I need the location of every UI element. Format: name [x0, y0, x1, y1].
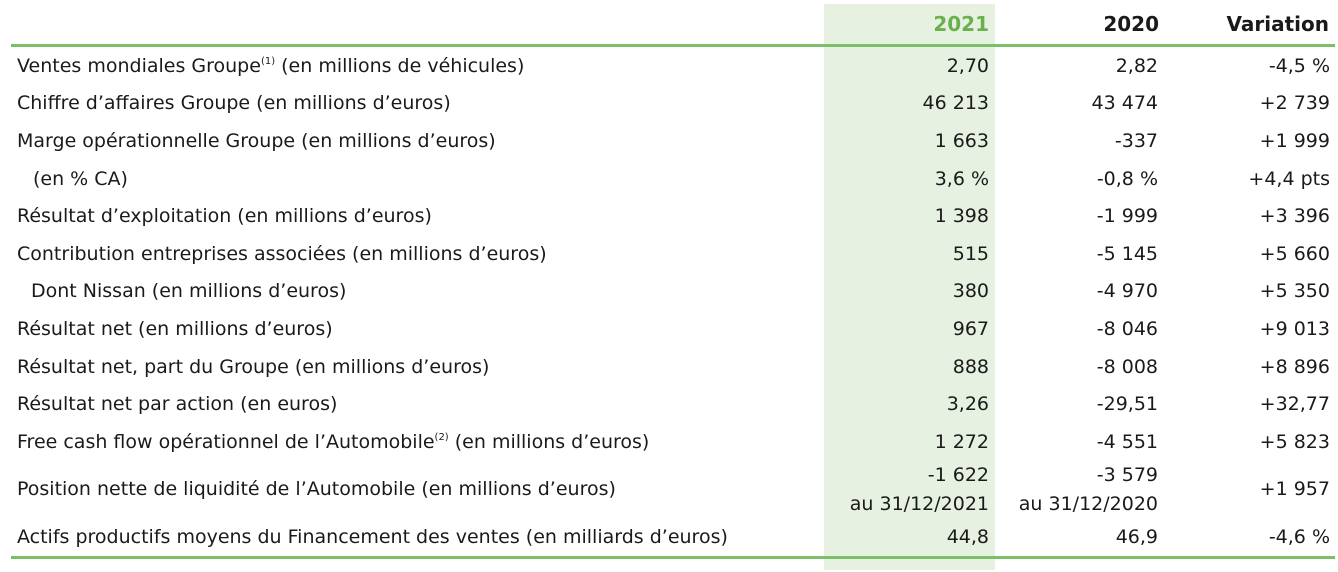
value-variation: +8 896	[1259, 355, 1330, 378]
row-label: Contribution entreprises associées (en m…	[17, 242, 547, 265]
value-2021: 3,26	[946, 393, 989, 416]
column-2021-highlight	[824, 4, 995, 570]
value-2021-date: au 31/12/2021	[849, 492, 989, 515]
table-row: Chiffre d’affaires Groupe (en millions d…	[11, 85, 1335, 123]
value-variation: +1 957	[1259, 478, 1330, 501]
footnote-ref: (1)	[260, 55, 276, 67]
row-label: Résultat net, part du Groupe (en million…	[17, 355, 490, 378]
table-row: Résultat net (en millions d’euros) 967 -…	[11, 310, 1335, 348]
header-label	[11, 4, 824, 47]
value-variation: +9 013	[1259, 317, 1330, 340]
row-label: Position nette de liquidité de l’Automob…	[17, 478, 616, 501]
header-row: 2021 2020 Variation	[11, 4, 1335, 47]
value-2021: -1 622 au 31/12/2021	[824, 461, 995, 519]
value-2020: -337	[1114, 129, 1158, 152]
row-label: Actifs productifs moyens du Financement …	[11, 518, 824, 560]
key-figures-table: 2021 2020 Variation Ventes mondiales Gro…	[11, 4, 1335, 560]
value-2020: -1 999	[1096, 205, 1158, 228]
value-variation: -4,5 %	[1268, 54, 1330, 77]
table-row: Position nette de liquidité de l’Automob…	[11, 461, 1335, 519]
value-variation: +3 396	[1259, 205, 1330, 228]
footnote-ref: (2)	[434, 431, 449, 443]
header-2021: 2021	[824, 4, 995, 47]
table-row: Actifs productifs moyens du Financement …	[11, 518, 1335, 560]
table-row: Free cash flow opérationnel de l’Automob…	[11, 423, 1335, 461]
row-label: Résultat net par action (en euros)	[17, 393, 338, 416]
value-variation: +1 999	[1259, 129, 1330, 152]
value-2020: -4 970	[1096, 280, 1158, 303]
row-label: Free cash flow opérationnel de l’Automob…	[17, 430, 650, 453]
header-variation: Variation	[1165, 4, 1335, 47]
value-2020: 43 474	[1091, 92, 1158, 115]
value-2021: 380	[952, 280, 989, 303]
value-2021: 515	[952, 242, 989, 265]
value-variation: +5 350	[1259, 280, 1330, 303]
value-2020: -0,8 %	[1096, 167, 1158, 190]
value-2021: 44,8	[824, 518, 995, 560]
value-2020: -5 145	[1096, 242, 1158, 265]
header-2020: 2020	[995, 4, 1165, 47]
value-2020: -4 551	[1096, 430, 1158, 453]
value-variation: +5 660	[1259, 242, 1330, 265]
value-2020-date: au 31/12/2020	[1018, 492, 1158, 515]
value-2020: 2,82	[1115, 54, 1158, 77]
value-2021: 888	[952, 355, 989, 378]
table-row: Ventes mondiales Groupe(1) (en millions …	[11, 46, 1335, 85]
table-row: Résultat d’exploitation (en millions d’e…	[11, 197, 1335, 235]
value-variation: +32,77	[1259, 393, 1330, 416]
value-2020: -3 579 au 31/12/2020	[995, 461, 1165, 519]
table-row: (en % CA) 3,6 % -0,8 % +4,4 pts	[11, 160, 1335, 198]
table-row: Résultat net, part du Groupe (en million…	[11, 348, 1335, 386]
row-label: (en % CA)	[33, 167, 128, 190]
row-label: Ventes mondiales Groupe(1) (en millions …	[17, 54, 525, 77]
value-variation: +2 739	[1259, 92, 1330, 115]
row-label: Résultat net (en millions d’euros)	[17, 317, 333, 340]
value-2021: 2,70	[946, 54, 989, 77]
value-variation: +4,4 pts	[1248, 167, 1330, 190]
value-2021: 3,6 %	[934, 167, 989, 190]
value-2020: -8 046	[1096, 317, 1158, 340]
table-row: Marge opérationnelle Groupe (en millions…	[11, 122, 1335, 160]
row-label: Chiffre d’affaires Groupe (en millions d…	[17, 92, 451, 115]
row-label: Dont Nissan (en millions d’euros)	[31, 280, 347, 303]
value-2020: -8 008	[1096, 355, 1158, 378]
value-2021: 1 272	[934, 430, 989, 453]
row-label: Marge opérationnelle Groupe (en millions…	[17, 129, 496, 152]
value-2021: 1 398	[934, 205, 989, 228]
value-2020: 46,9	[995, 518, 1165, 560]
table-row: Contribution entreprises associées (en m…	[11, 235, 1335, 273]
value-variation: +5 823	[1259, 430, 1330, 453]
value-2021: 967	[952, 317, 989, 340]
table-row: Résultat net par action (en euros) 3,26 …	[11, 385, 1335, 423]
value-2020: -29,51	[1096, 393, 1158, 416]
value-2021: 1 663	[934, 129, 989, 152]
value-2021: 46 213	[922, 92, 989, 115]
row-label: Résultat d’exploitation (en millions d’e…	[17, 205, 432, 228]
table-row: Dont Nissan (en millions d’euros) 380 -4…	[11, 273, 1335, 311]
value-variation: -4,6 %	[1165, 518, 1335, 560]
